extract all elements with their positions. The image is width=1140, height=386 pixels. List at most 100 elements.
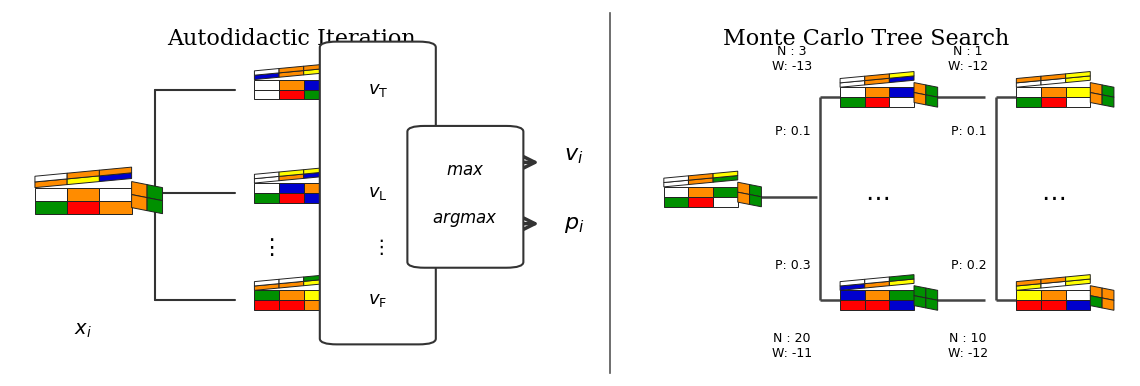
Polygon shape [340, 181, 352, 193]
Polygon shape [714, 176, 738, 182]
Polygon shape [340, 87, 352, 100]
Bar [1066, 290, 1090, 300]
Polygon shape [1066, 71, 1090, 78]
Polygon shape [35, 173, 67, 182]
Polygon shape [750, 195, 762, 207]
Polygon shape [1102, 95, 1114, 107]
Bar [889, 87, 914, 97]
Text: $argmax$: $argmax$ [432, 210, 498, 229]
Polygon shape [1017, 284, 1041, 290]
Polygon shape [328, 296, 340, 308]
Polygon shape [340, 77, 352, 90]
Polygon shape [303, 68, 328, 75]
Bar [99, 188, 131, 201]
Bar [663, 187, 689, 197]
Polygon shape [689, 178, 714, 185]
Bar [303, 290, 328, 300]
Polygon shape [926, 95, 938, 107]
Bar [279, 290, 303, 300]
Polygon shape [1017, 279, 1041, 286]
Bar [714, 187, 738, 197]
Polygon shape [865, 78, 889, 85]
Polygon shape [279, 281, 303, 288]
Polygon shape [840, 81, 865, 87]
Bar [840, 300, 865, 310]
Polygon shape [926, 85, 938, 97]
Polygon shape [279, 174, 303, 181]
Polygon shape [889, 76, 914, 83]
Bar [67, 188, 99, 201]
Polygon shape [750, 185, 762, 197]
Text: $\vdots$: $\vdots$ [372, 237, 384, 257]
Bar [865, 87, 889, 97]
Bar [35, 188, 67, 201]
Polygon shape [889, 71, 914, 78]
Bar [889, 97, 914, 107]
Polygon shape [1017, 76, 1041, 83]
Polygon shape [67, 170, 99, 179]
Bar [254, 290, 279, 300]
Polygon shape [865, 281, 889, 288]
Polygon shape [131, 181, 147, 198]
Bar [840, 290, 865, 300]
Bar [1017, 290, 1041, 300]
Polygon shape [914, 286, 926, 298]
Bar [254, 300, 279, 310]
Bar [865, 300, 889, 310]
Polygon shape [663, 180, 689, 187]
Bar [279, 80, 303, 90]
Bar [1041, 97, 1066, 107]
Polygon shape [303, 64, 328, 71]
Polygon shape [1102, 298, 1114, 310]
Polygon shape [67, 176, 99, 185]
Text: $v_i$: $v_i$ [564, 144, 584, 166]
Polygon shape [303, 279, 328, 286]
Polygon shape [926, 298, 938, 310]
Text: $\vdots$: $\vdots$ [260, 235, 275, 257]
Polygon shape [738, 182, 750, 195]
Bar [689, 197, 714, 207]
Polygon shape [279, 71, 303, 77]
Bar [840, 87, 865, 97]
Bar [865, 97, 889, 107]
Polygon shape [1066, 279, 1090, 286]
Polygon shape [147, 198, 163, 214]
Bar [1066, 97, 1090, 107]
Bar [1017, 97, 1041, 107]
Bar [1017, 87, 1041, 97]
Polygon shape [1090, 83, 1102, 95]
Bar [303, 90, 328, 100]
Bar [279, 300, 303, 310]
Polygon shape [738, 192, 750, 205]
Polygon shape [926, 288, 938, 300]
Polygon shape [1090, 296, 1102, 308]
Polygon shape [840, 279, 865, 286]
Text: $v_{\mathrm{F}}$: $v_{\mathrm{F}}$ [368, 291, 388, 309]
Text: $x_i$: $x_i$ [74, 322, 92, 340]
Text: N : 1
W: -12: N : 1 W: -12 [948, 45, 988, 73]
Bar [254, 193, 279, 203]
Text: $v_{\mathrm{L}}$: $v_{\mathrm{L}}$ [368, 184, 388, 202]
Polygon shape [1102, 288, 1114, 300]
Polygon shape [328, 286, 340, 298]
Text: P: 0.1: P: 0.1 [775, 125, 811, 138]
Polygon shape [328, 188, 340, 201]
Text: $v_{\mathrm{T}}$: $v_{\mathrm{T}}$ [367, 81, 388, 98]
Polygon shape [254, 69, 279, 75]
Bar [889, 290, 914, 300]
Polygon shape [328, 75, 340, 87]
Polygon shape [279, 170, 303, 176]
Polygon shape [328, 85, 340, 97]
Bar [35, 201, 67, 214]
Polygon shape [714, 171, 738, 178]
Polygon shape [865, 74, 889, 81]
Bar [303, 300, 328, 310]
Polygon shape [303, 168, 328, 174]
Bar [1066, 87, 1090, 97]
Polygon shape [663, 176, 689, 183]
Polygon shape [1090, 286, 1102, 298]
Text: N : 20
W: -11: N : 20 W: -11 [772, 332, 812, 360]
Polygon shape [914, 296, 926, 308]
Text: P: 0.1: P: 0.1 [951, 125, 986, 138]
Bar [254, 80, 279, 90]
